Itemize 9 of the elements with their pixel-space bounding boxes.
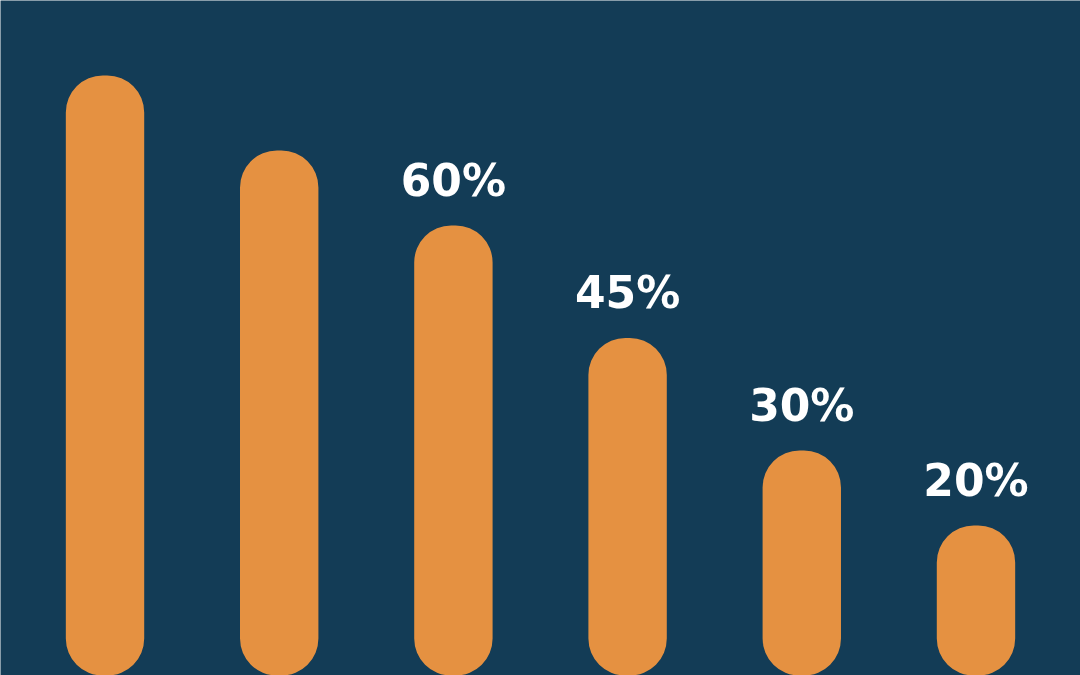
data-label: 60% [400, 154, 507, 206]
bar [65, 75, 145, 675]
bar [240, 150, 319, 675]
bar [588, 338, 667, 675]
data-label: 20% [923, 454, 1029, 506]
bar [762, 450, 841, 675]
data-label: 30% [749, 379, 855, 431]
data-label: 45% [574, 267, 681, 318]
bar [414, 225, 493, 675]
